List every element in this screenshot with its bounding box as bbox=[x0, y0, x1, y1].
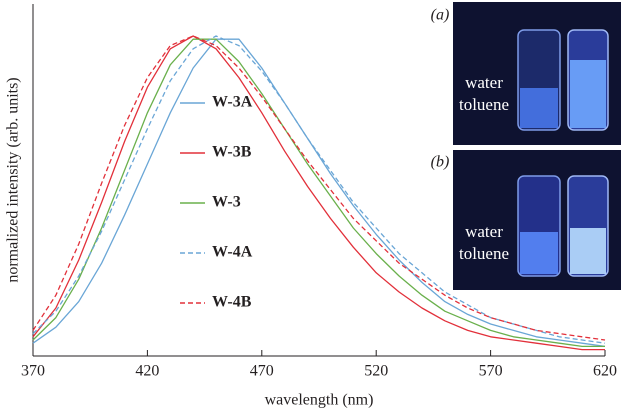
x-tick-label: 620 bbox=[593, 363, 617, 380]
vial-liquid bbox=[570, 60, 606, 128]
x-tick-label: 570 bbox=[479, 363, 503, 380]
vial-liquid bbox=[570, 228, 606, 274]
x-axis-label: wavelength (nm) bbox=[265, 392, 374, 409]
series-line bbox=[32, 38, 606, 348]
axes bbox=[32, 4, 605, 357]
inset-label: (b) bbox=[431, 154, 450, 171]
y-axis-label: normalized intensity (arb. units) bbox=[5, 77, 22, 282]
x-tick-label: 420 bbox=[135, 363, 159, 380]
series-line bbox=[32, 35, 606, 341]
inset-text: water bbox=[465, 222, 503, 241]
inset-label: (a) bbox=[431, 7, 450, 24]
legend: W-3A W-3B W-3 W-4A W-4B bbox=[180, 94, 253, 311]
x-tick-label: 470 bbox=[250, 363, 274, 380]
legend-label: W-3B bbox=[212, 144, 252, 161]
inset-photo bbox=[453, 2, 621, 290]
legend-label: W-3A bbox=[212, 94, 253, 111]
x-tick-label: 520 bbox=[364, 363, 388, 380]
x-tick-label: 370 bbox=[21, 363, 45, 380]
series-line bbox=[32, 35, 606, 344]
series-line bbox=[32, 38, 605, 348]
plot bbox=[32, 35, 606, 351]
legend-label: W-4B bbox=[212, 294, 252, 311]
inset-text: water bbox=[465, 73, 503, 92]
vial-liquid bbox=[520, 232, 558, 274]
series-line bbox=[32, 35, 605, 351]
inset-text: toluene bbox=[459, 244, 509, 263]
legend-label: W-4A bbox=[212, 244, 253, 261]
inset-text: toluene bbox=[459, 95, 509, 114]
vial-liquid bbox=[520, 88, 558, 128]
legend-label: W-3 bbox=[212, 194, 241, 211]
